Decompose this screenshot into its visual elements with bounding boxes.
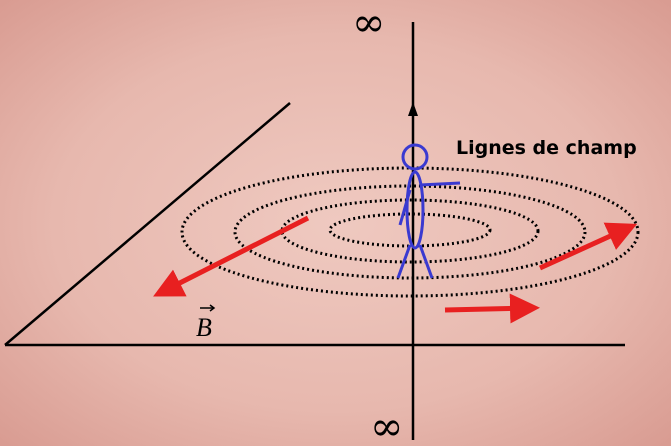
infinity-bottom: ∞ [370,404,403,446]
field-vector-label: B [196,313,212,342]
page: ∞ ∞ Lignes de champ B (() => { const dat… [0,0,671,446]
field-lines-label: Lignes de champ [456,137,637,159]
red-arrow [445,308,530,310]
infinity-top: ∞ [352,0,385,46]
diagram: ∞ ∞ Lignes de champ B [0,0,671,446]
